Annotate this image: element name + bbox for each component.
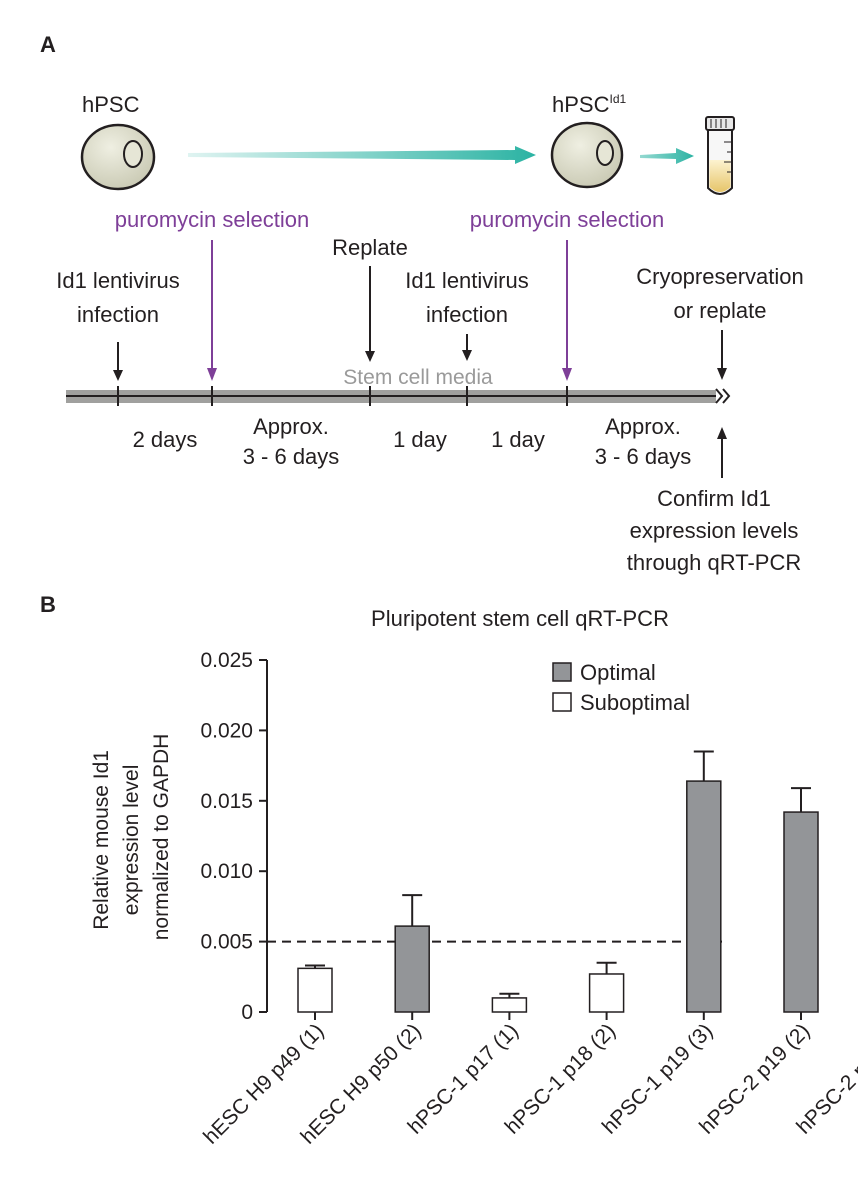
- cell-end-label-base: hPSC: [552, 92, 610, 117]
- infection-1-line2: infection: [77, 302, 159, 327]
- infection-2-line2: infection: [426, 302, 508, 327]
- arrow-cryo: [717, 330, 727, 380]
- arrow-infection-1: [113, 342, 123, 381]
- media-label: Stem cell media: [343, 366, 493, 389]
- confirm-line1: Confirm Id1: [657, 486, 771, 511]
- y-tick-label: 0.025: [200, 649, 253, 672]
- arrow-selection-2: [562, 240, 572, 381]
- timeline: [66, 386, 731, 406]
- event-arrows: [113, 240, 727, 478]
- bar: [686, 780, 722, 1013]
- y-tick-label: 0.005: [200, 931, 253, 954]
- cryo-line1: Cryopreservation: [636, 264, 804, 289]
- bar: [394, 925, 430, 1013]
- interval-4: 1 day: [491, 427, 545, 452]
- confirm-line3: through qRT-PCR: [627, 550, 801, 575]
- bar: [783, 811, 819, 1013]
- panel-b: B Pluripotent stem cell qRT-PCR Relative…: [40, 592, 858, 1149]
- y-axis-label: Relative mouse Id1 expression level norm…: [90, 734, 173, 941]
- panel-b-label: B: [40, 592, 56, 617]
- chart-bars: [297, 750, 819, 1020]
- bar: [491, 997, 528, 1013]
- panel-a-label: A: [40, 32, 56, 57]
- short-arrow-icon: [640, 148, 694, 164]
- chart-title: Pluripotent stem cell qRT-PCR: [371, 606, 669, 631]
- cell-end-label-sup: Id1: [609, 92, 626, 106]
- confirm-line2: expression levels: [630, 518, 799, 543]
- chart-axes: 0 0.005 0.010 0.015 0.020 0.025: [200, 649, 722, 1024]
- legend-label-suboptimal: Suboptimal: [580, 690, 690, 715]
- interval-2-line1: Approx.: [253, 414, 329, 439]
- chart-x-labels: hESC H9 p49 (1)hESC H9 p50 (2)hPSC-1 p17…: [199, 1019, 858, 1148]
- interval-1: 2 days: [133, 427, 198, 452]
- chart-legend: Optimal Suboptimal: [552, 660, 690, 715]
- replate-label: Replate: [332, 235, 408, 260]
- interval-5-line1: Approx.: [605, 414, 681, 439]
- cryo-line2: or replate: [674, 298, 767, 323]
- infection-2-line1: Id1 lentivirus: [405, 268, 529, 293]
- selection-label-1: puromycin selection: [115, 207, 309, 232]
- hpsc-id1-cell-icon: [550, 121, 624, 189]
- cell-start-label: hPSC: [82, 92, 140, 117]
- y-tick-label: 0: [241, 1001, 253, 1024]
- hpsc-cell-icon: [80, 123, 156, 191]
- panel-a: A hPSC hPSCId1: [40, 32, 804, 575]
- arrow-replate: [365, 266, 375, 362]
- y-axis-label-line2: expression level: [120, 765, 143, 916]
- legend-swatch-suboptimal: [552, 692, 572, 712]
- arrow-selection-1: [207, 240, 217, 381]
- infection-1-line1: Id1 lentivirus: [56, 268, 180, 293]
- progress-arrow-icon: [188, 146, 536, 164]
- y-axis-label-line3: normalized to GAPDH: [150, 734, 173, 941]
- interval-2-line2: 3 - 6 days: [243, 444, 340, 469]
- y-tick-label: 0.020: [200, 719, 253, 742]
- legend-swatch-optimal: [552, 662, 572, 682]
- y-tick-label: 0.010: [200, 860, 253, 883]
- selection-label-2: puromycin selection: [470, 207, 664, 232]
- timeline-break-icon: [715, 388, 731, 404]
- cell-end-label: hPSCId1: [552, 92, 626, 117]
- y-axis-label-line1: Relative mouse Id1: [90, 750, 113, 930]
- interval-3: 1 day: [393, 427, 447, 452]
- bar: [297, 967, 333, 1013]
- interval-5-line2: 3 - 6 days: [595, 444, 692, 469]
- arrow-infection-2: [462, 334, 472, 361]
- legend-label-optimal: Optimal: [580, 660, 656, 685]
- bar: [588, 973, 625, 1013]
- cryovial-tube-icon: [705, 116, 735, 195]
- arrow-confirm: [717, 427, 727, 478]
- y-tick-label: 0.015: [200, 790, 253, 813]
